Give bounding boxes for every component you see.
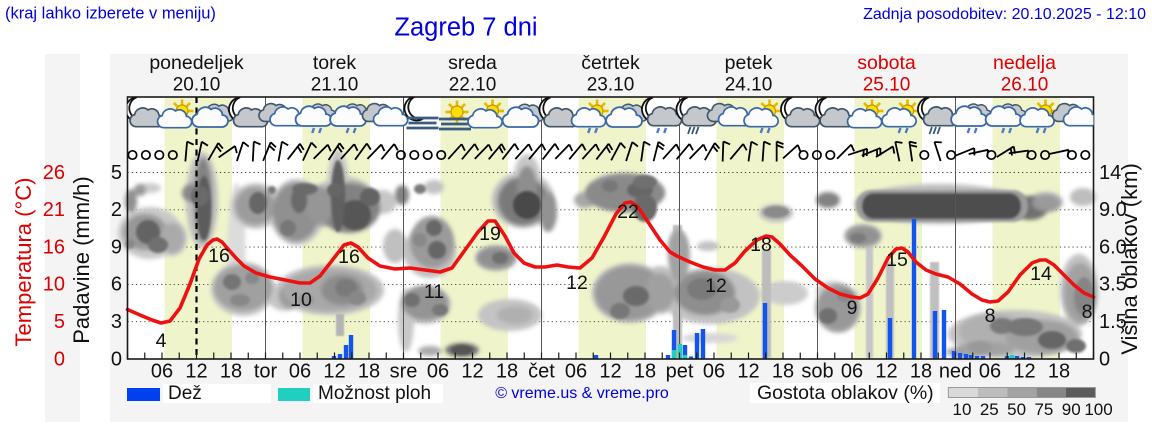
svg-text:12: 12 [705, 275, 727, 297]
svg-text:torek: torek [313, 52, 357, 74]
svg-text:6.0: 6.0 [1099, 236, 1127, 258]
svg-text:06: 06 [427, 360, 449, 382]
svg-text:26.10: 26.10 [1001, 75, 1049, 96]
svg-text:sreda: sreda [448, 52, 497, 74]
svg-text:0: 0 [1099, 348, 1110, 370]
svg-text:tor: tor [254, 360, 278, 382]
svg-text:16: 16 [43, 236, 65, 258]
svg-text:četrtek: četrtek [581, 52, 640, 74]
svg-text:9: 9 [111, 236, 122, 258]
svg-text:10: 10 [290, 289, 312, 311]
svg-text:18: 18 [910, 360, 932, 382]
svg-text:18: 18 [750, 234, 772, 256]
svg-text:12: 12 [737, 360, 759, 382]
svg-text:24.10: 24.10 [725, 75, 773, 96]
svg-text:16: 16 [338, 246, 360, 268]
svg-text:18: 18 [634, 360, 656, 382]
svg-text:3.5: 3.5 [1099, 274, 1127, 296]
svg-text:10: 10 [953, 400, 972, 419]
svg-text:Gostota oblakov (%): Gostota oblakov (%) [757, 382, 934, 404]
svg-text:Zagreb 7 dni: Zagreb 7 dni [394, 14, 537, 42]
svg-text:19: 19 [479, 223, 501, 245]
svg-text:čet: čet [528, 360, 555, 382]
svg-text:15: 15 [886, 249, 908, 271]
svg-text:6: 6 [111, 274, 122, 296]
svg-text:18: 18 [772, 360, 794, 382]
svg-text:sobota: sobota [857, 52, 916, 74]
svg-text:26: 26 [43, 162, 65, 184]
svg-text:1.5: 1.5 [1099, 311, 1127, 333]
svg-text:18: 18 [220, 360, 242, 382]
svg-text:12: 12 [875, 360, 897, 382]
svg-text:12: 12 [461, 360, 483, 382]
svg-text:06: 06 [841, 360, 863, 382]
svg-text:20.10: 20.10 [173, 75, 221, 96]
svg-text:18: 18 [1048, 360, 1070, 382]
svg-text:11: 11 [424, 281, 444, 303]
svg-text:sre: sre [390, 360, 418, 382]
svg-text:14: 14 [1099, 162, 1121, 184]
svg-text:12: 12 [599, 360, 621, 382]
svg-text:06: 06 [979, 360, 1001, 382]
svg-text:Zadnja posodobitev: 20.10.2025: Zadnja posodobitev: 20.10.2025 - 12:10 [863, 6, 1146, 23]
svg-text:12: 12 [323, 360, 345, 382]
svg-text:8: 8 [985, 305, 996, 327]
svg-text:18: 18 [358, 360, 380, 382]
svg-text:nedelja: nedelja [993, 52, 1056, 74]
svg-text:22: 22 [617, 201, 639, 223]
svg-text:9.0: 9.0 [1099, 199, 1127, 221]
svg-text:Temperatura (°C): Temperatura (°C) [11, 178, 36, 347]
svg-text:petek: petek [725, 52, 773, 74]
svg-text:5: 5 [54, 311, 65, 333]
svg-text:pet: pet [666, 360, 694, 382]
svg-text:06: 06 [703, 360, 725, 382]
svg-text:12: 12 [185, 360, 207, 382]
svg-text:23.10: 23.10 [587, 75, 635, 96]
svg-text:12: 12 [566, 272, 588, 294]
svg-text:Dež: Dež [168, 383, 202, 404]
svg-text:Padavine (mm/h): Padavine (mm/h) [69, 176, 94, 344]
svg-text:18: 18 [496, 360, 518, 382]
svg-text:16: 16 [208, 245, 230, 267]
svg-text:0: 0 [54, 348, 65, 370]
svg-text:Možnost ploh: Možnost ploh [318, 383, 431, 404]
svg-text:5: 5 [111, 162, 122, 184]
svg-text:© vreme.us & vreme.pro: © vreme.us & vreme.pro [495, 385, 669, 402]
svg-text:50: 50 [1007, 400, 1026, 419]
svg-text:10: 10 [43, 274, 65, 296]
svg-text:8: 8 [1082, 301, 1093, 323]
svg-text:12: 12 [1013, 360, 1035, 382]
svg-text:90: 90 [1062, 400, 1081, 419]
svg-text:21.10: 21.10 [311, 75, 359, 96]
svg-text:25: 25 [980, 400, 999, 419]
svg-text:75: 75 [1034, 400, 1053, 419]
svg-text:2: 2 [111, 199, 122, 221]
svg-text:06: 06 [289, 360, 311, 382]
svg-text:06: 06 [151, 360, 173, 382]
svg-text:100: 100 [1084, 400, 1112, 419]
svg-text:14: 14 [1030, 263, 1052, 285]
svg-text:ned: ned [939, 360, 972, 382]
svg-text:21: 21 [43, 199, 65, 221]
svg-text:ponedeljek: ponedeljek [149, 52, 244, 74]
svg-text:06: 06 [565, 360, 587, 382]
svg-text:9: 9 [847, 297, 858, 319]
svg-text:4: 4 [156, 330, 167, 352]
svg-text:0: 0 [111, 348, 122, 370]
svg-text:sob: sob [801, 360, 833, 382]
svg-text:22.10: 22.10 [449, 75, 497, 96]
svg-text:(kraj lahko izberete v meniju): (kraj lahko izberete v meniju) [5, 4, 216, 22]
svg-text:3: 3 [111, 311, 122, 333]
svg-text:Višina oblakov (km): Višina oblakov (km) [1117, 163, 1142, 355]
svg-text:25.10: 25.10 [863, 75, 911, 96]
